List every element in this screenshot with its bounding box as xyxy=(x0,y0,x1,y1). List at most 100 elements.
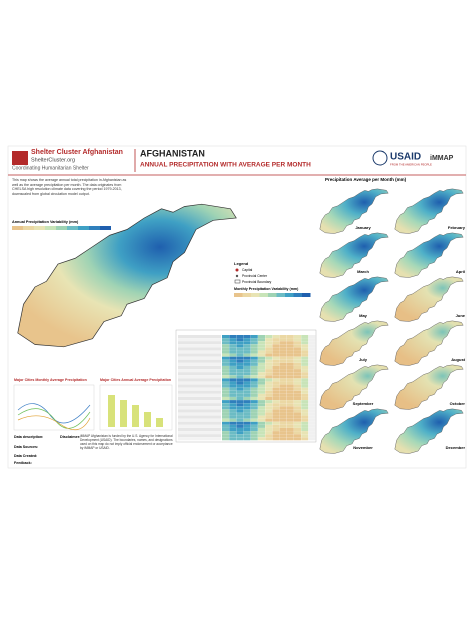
table-cell xyxy=(308,400,316,404)
bar-shape xyxy=(156,418,163,427)
table-cell xyxy=(272,338,280,342)
ramp-swatch xyxy=(302,293,311,297)
table-cell xyxy=(229,406,237,410)
table-cell xyxy=(222,390,229,394)
table-row-label xyxy=(178,338,221,342)
table-row-label xyxy=(178,366,221,369)
table-cell xyxy=(222,359,229,363)
table-cell xyxy=(308,437,316,441)
table-cell xyxy=(279,378,287,382)
table-cell xyxy=(250,369,258,373)
chart-1-line xyxy=(17,408,91,429)
table-cell xyxy=(243,347,251,351)
ramp-swatch xyxy=(23,226,34,230)
table-row-label xyxy=(178,421,221,425)
table-cell xyxy=(308,335,316,338)
table-cell xyxy=(272,424,280,428)
table-cell xyxy=(236,353,244,357)
table-cell xyxy=(286,409,294,413)
table-cell xyxy=(222,409,229,413)
disclaimer-label: Disclaimer: xyxy=(60,435,80,439)
table-cell xyxy=(308,418,316,422)
month-label: November xyxy=(353,445,373,450)
table-cell xyxy=(308,409,316,413)
table-cell xyxy=(279,384,287,388)
table-row-label xyxy=(178,412,221,416)
capital-symbol xyxy=(235,268,239,272)
table-cell xyxy=(258,400,265,404)
boundary-symbol xyxy=(234,279,241,284)
table-cell xyxy=(243,397,251,400)
table-row-label xyxy=(178,359,221,363)
table-cell xyxy=(308,428,316,431)
table-cell xyxy=(229,412,237,416)
table-cell xyxy=(265,428,273,431)
table-cell xyxy=(272,359,280,363)
table-row-label xyxy=(178,406,221,410)
partner-1: USAID xyxy=(390,152,421,163)
table-row-label xyxy=(178,397,221,400)
table-cell xyxy=(243,362,251,366)
table-cell xyxy=(243,421,251,425)
table-cell xyxy=(243,372,251,376)
table-cell xyxy=(301,353,309,357)
ramp-swatch xyxy=(78,226,89,230)
table-cell xyxy=(308,412,316,416)
table-cell xyxy=(250,437,258,441)
table-row-label xyxy=(178,381,221,385)
month-label: June xyxy=(456,313,466,318)
table-cell xyxy=(286,378,294,382)
table-cell xyxy=(258,406,265,410)
table-cell xyxy=(265,418,273,422)
table-row-label xyxy=(178,431,221,435)
table-cell xyxy=(236,406,244,410)
table-cell xyxy=(272,431,280,435)
table-cell xyxy=(229,372,237,376)
table-cell xyxy=(308,341,316,345)
table-cell xyxy=(308,356,316,360)
table-cell xyxy=(250,428,258,431)
feedback: Feedback: xyxy=(14,461,32,465)
table-cell xyxy=(294,431,301,435)
chart-1-title: Major Cities Monthly Average Precipitati… xyxy=(14,378,87,382)
table-cell xyxy=(236,381,244,385)
table-cell xyxy=(279,415,287,419)
table-cell xyxy=(279,359,287,363)
table-cell xyxy=(286,356,294,360)
table-cell xyxy=(301,424,309,428)
table-cell xyxy=(272,387,280,391)
table-cell xyxy=(236,347,244,351)
table-cell xyxy=(279,437,287,441)
table-cell xyxy=(229,359,237,363)
table-cell xyxy=(236,350,244,354)
table-cell xyxy=(236,369,244,373)
table-cell xyxy=(301,359,309,363)
table-cell xyxy=(308,344,316,348)
table-cell xyxy=(308,434,316,438)
table-cell xyxy=(272,384,280,388)
table-cell xyxy=(250,434,258,438)
table-cell xyxy=(229,434,237,438)
table-cell xyxy=(258,390,265,394)
table-cell xyxy=(294,393,301,397)
table-cell xyxy=(229,347,237,351)
table-cell xyxy=(272,400,280,404)
table-cell xyxy=(258,387,265,391)
table-cell xyxy=(229,381,237,385)
table-cell xyxy=(229,415,237,419)
table-cell xyxy=(236,437,244,441)
table-cell xyxy=(301,437,309,441)
legend-box xyxy=(232,260,312,320)
table-cell xyxy=(258,362,265,366)
table-cell xyxy=(250,400,258,404)
table-cell xyxy=(250,412,258,416)
table-cell xyxy=(294,356,301,360)
table-cell xyxy=(301,428,309,431)
table-cell xyxy=(301,406,309,410)
table-cell xyxy=(301,397,309,400)
table-cell xyxy=(294,415,301,419)
table-cell xyxy=(294,428,301,431)
table-cell xyxy=(265,434,273,438)
table-cell xyxy=(294,437,301,441)
table-cell xyxy=(294,390,301,394)
